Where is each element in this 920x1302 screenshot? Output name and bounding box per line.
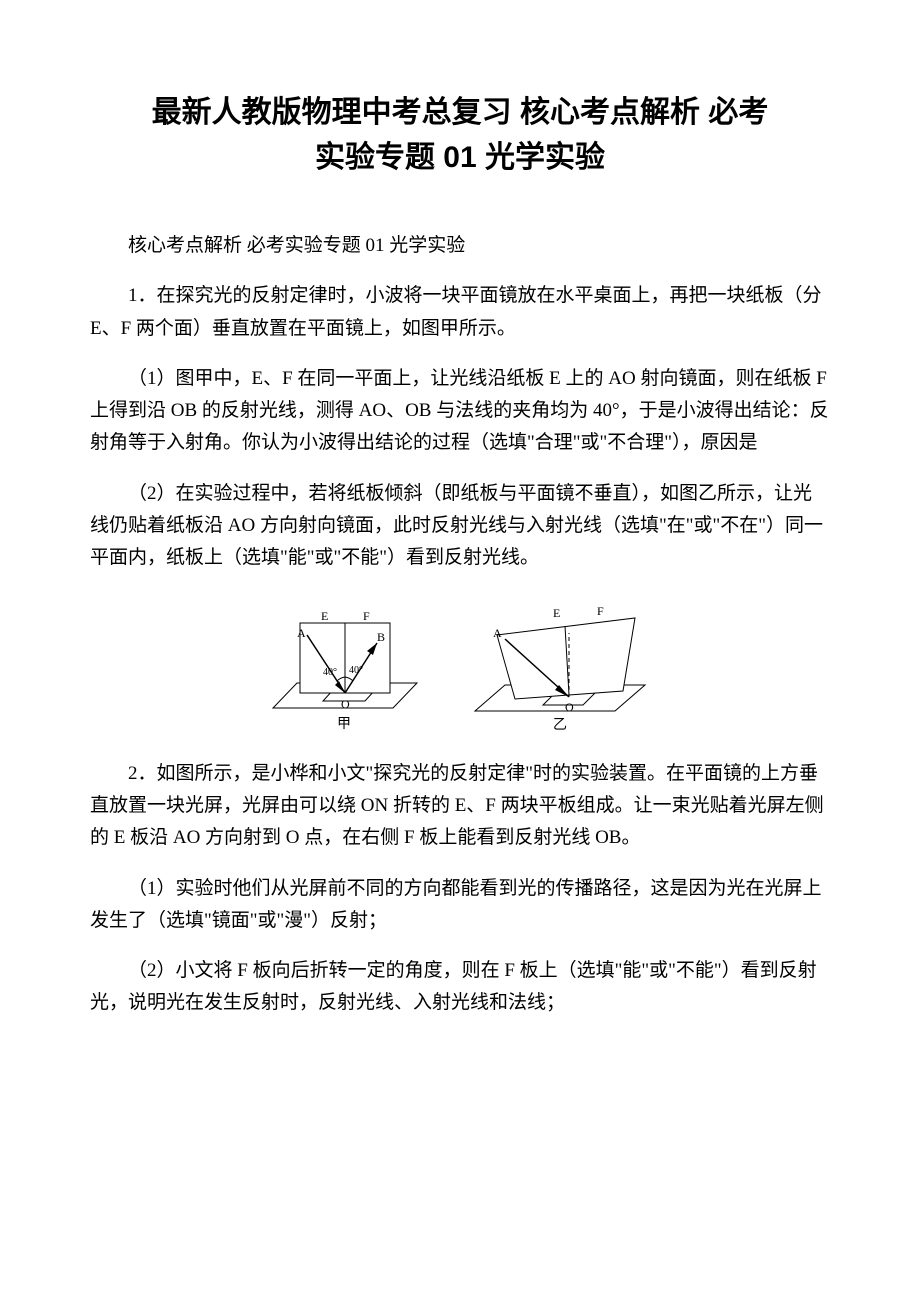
q2-p1-text: （1）实验时他们从光屏前不同的方向都能看到光的传播路径，这是因为光在光屏上发生了… [90, 873, 830, 938]
label-angle2: 40° [349, 665, 363, 676]
document-page: 最新人教版物理中考总复习 核心考点解析 必考 实验专题 01 光学实验 核心考点… [0, 0, 920, 1098]
label-b: B [377, 630, 385, 644]
figure-jia: E F A B 40° 40° O 甲 [265, 593, 425, 733]
label-f2: F [597, 604, 604, 618]
figure-row-1: E F A B 40° 40° O 甲 E F A [90, 593, 830, 733]
q1-intro-text: 1．在探究光的反射定律时，小波将一块平面镜放在水平桌面上，再把一块纸板（分 E、… [90, 280, 830, 345]
caption-jia: 甲 [337, 717, 351, 732]
q1-intro: 1．在探究光的反射定律时，小波将一块平面镜放在水平桌面上，再把一块纸板（分 E、… [90, 280, 830, 345]
label-o2: O [565, 700, 574, 714]
document-title: 最新人教版物理中考总复习 核心考点解析 必考 实验专题 01 光学实验 [90, 90, 830, 180]
label-e2: E [553, 606, 560, 620]
title-line-2: 实验专题 01 光学实验 [315, 141, 605, 174]
label-a2: A [493, 626, 502, 640]
figure-yi: E F A O 乙 [465, 593, 655, 733]
label-o: O [341, 697, 350, 711]
section-heading: 核心考点解析 必考实验专题 01 光学实验 [90, 230, 830, 262]
label-f: F [363, 609, 370, 623]
q1-part1: （1）图甲中，E、F 在同一平面上，让光线沿纸板 E 上的 AO 射向镜面，则在… [90, 363, 830, 460]
label-e: E [321, 609, 328, 623]
q2-part1: （1）实验时他们从光屏前不同的方向都能看到光的传播路径，这是因为光在光屏上发生了… [90, 873, 830, 938]
q2-part2: （2）小文将 F 板向后折转一定的角度，则在 F 板上（选填"能"或"不能"）看… [90, 955, 830, 1020]
label-a: A [297, 626, 306, 640]
title-line-1: 最新人教版物理中考总复习 核心考点解析 必考 [152, 96, 769, 129]
label-angle1: 40° [323, 667, 337, 678]
q2-intro: 2．如图所示，是小桦和小文"探究光的反射定律"时的实验装置。在平面镜的上方垂直放… [90, 758, 830, 855]
caption-yi: 乙 [553, 717, 567, 733]
q1-part2: （2）在实验过程中，若将纸板倾斜（即纸板与平面镜不垂直），如图乙所示，让光线仍贴… [90, 478, 830, 575]
